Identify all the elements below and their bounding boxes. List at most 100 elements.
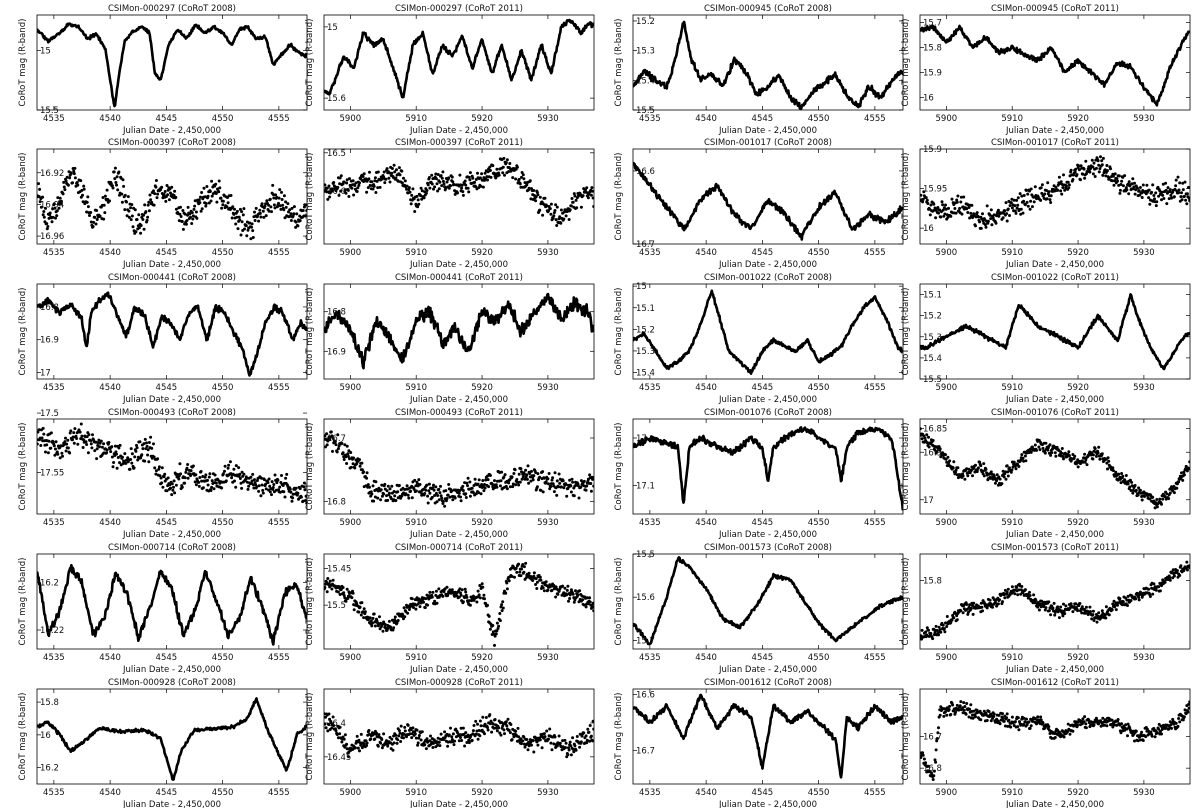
data-point [63,188,67,192]
data-point [814,213,817,217]
data-point [1170,196,1173,200]
panel: CSIMon-001022 (CoRoT 2008)4535 4540 4545 45… [614,273,904,405]
data-point [233,37,236,40]
data-point [960,30,964,33]
data-point [166,46,169,50]
data-point [109,81,112,85]
data-point [456,330,459,333]
data-point [430,310,433,313]
data-point [825,80,828,84]
data-point [59,312,62,316]
data-point [265,320,268,323]
data-point [1100,163,1104,167]
data-point [899,209,902,212]
data-point [153,340,157,343]
data-point [59,202,63,206]
data-point [154,334,157,337]
data-point [1082,167,1086,171]
data-point [573,304,577,307]
data-point [200,191,204,194]
data-point [433,185,437,189]
data-point [738,64,742,68]
data-point [821,86,824,89]
data-point [501,171,505,175]
data-point [1180,198,1184,202]
data-point [489,175,493,179]
data-point [677,224,681,227]
data-point [330,189,334,193]
data-point [1089,68,1092,72]
data-point [1015,198,1019,202]
data-point [974,224,977,228]
data-point [286,202,290,206]
data-point [1081,172,1085,176]
data-point [554,203,558,207]
data-point [643,68,647,72]
data-point [960,212,964,216]
x-tick-label: 5900 [936,248,958,258]
data-point [508,303,512,306]
data-point [103,194,107,198]
x-tick-label: 5910 [405,114,427,124]
data-point [163,61,166,64]
data-point [737,214,740,217]
data-point [733,211,736,215]
data-point [841,206,845,210]
data-point [672,61,675,65]
data-point [440,176,444,180]
data-point [337,193,341,197]
data-point [511,75,514,78]
data-point [590,186,594,190]
data-point [564,23,568,27]
data-point [557,40,560,43]
data-point [288,208,292,212]
panel: CSIMon-000297 (CoRoT 2011)5900 5910 5920 59… [305,4,595,136]
data-point [897,71,900,74]
data-point [1103,85,1106,88]
data-point [787,215,791,219]
data-point [592,205,594,208]
data-point [517,325,521,328]
data-point [882,94,885,98]
data-point [1107,176,1111,180]
data-point [673,59,676,63]
x-axis-label: Julian Date - 2,450,000 [122,260,221,270]
data-point [113,166,117,170]
data-point [106,291,110,294]
data-point [526,319,530,323]
data-point [538,208,542,212]
y-axis-label: CoRoT mag (R-band) [614,19,624,107]
data-point [554,218,558,222]
data-point [743,68,746,71]
data-point [589,321,593,324]
light-curve-line [37,291,307,377]
data-point [259,215,263,219]
data-point [1066,180,1070,184]
data-point [1069,168,1073,172]
data-point [91,225,95,228]
data-point [461,190,465,194]
data-point [681,223,684,227]
data-point [449,329,452,332]
data-point [105,56,108,60]
data-point [740,362,744,366]
data-point [392,344,395,348]
data-point [148,31,151,34]
data-point [580,313,584,316]
data-point [111,186,115,190]
data-point [162,192,166,196]
data-point [402,91,406,95]
data-point [282,208,286,212]
y-tick-label: 16.8 [327,308,346,318]
data-point [152,203,156,207]
data-point [870,87,873,91]
data-point [955,200,959,204]
data-point [244,224,248,228]
data-point [726,344,729,347]
x-axis-label: Julian Date - 2,450,000 [1005,260,1104,270]
data-point [467,190,471,194]
data-point [838,79,841,82]
data-point [1141,82,1144,85]
data-point [481,42,485,45]
data-point [378,185,382,189]
